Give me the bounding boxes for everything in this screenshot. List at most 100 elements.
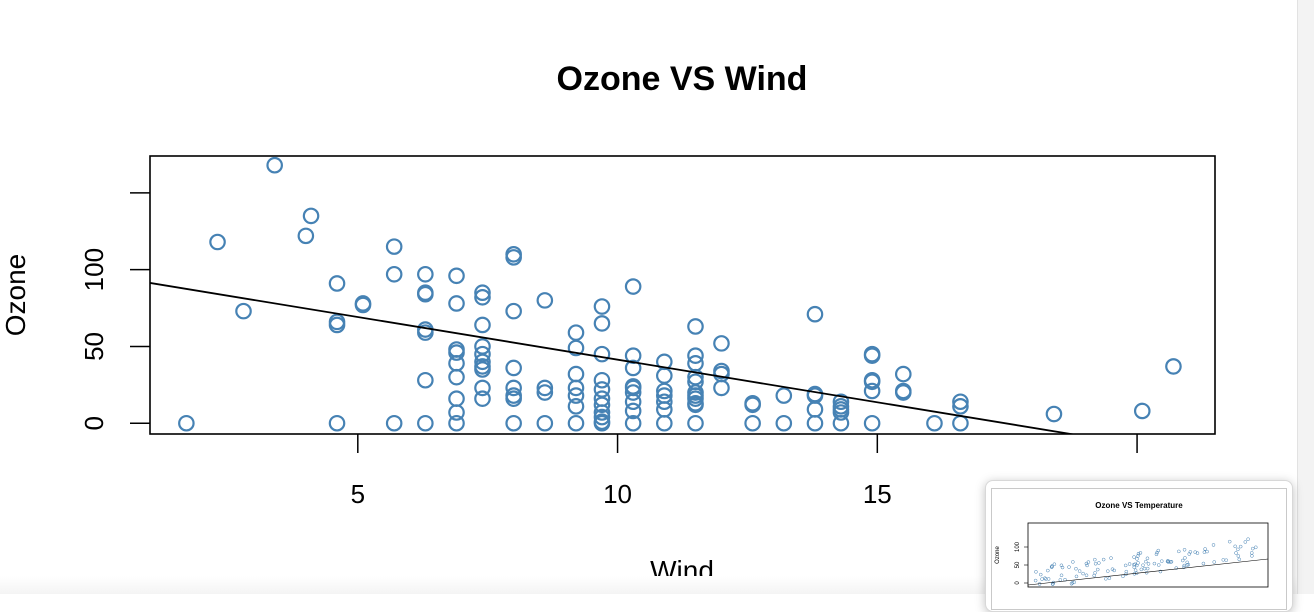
data-point (624, 393, 642, 411)
thumbnail-point (1145, 556, 1150, 561)
thumbnail-point (1205, 549, 1209, 554)
data-point (832, 393, 850, 411)
data-point (385, 265, 403, 283)
data-point (593, 404, 611, 421)
data-point (235, 302, 252, 320)
data-point (624, 414, 642, 432)
data-point (266, 156, 283, 174)
thumbnail-point (1141, 563, 1145, 567)
data-point (863, 347, 881, 364)
thumbnail-point (1180, 558, 1185, 563)
data-point (952, 398, 969, 415)
thumbnail-point (1243, 540, 1248, 544)
scrollbar-track[interactable] (1297, 0, 1314, 594)
data-point (863, 382, 881, 400)
thumbnail-point (1135, 557, 1139, 561)
data-point (1045, 405, 1063, 423)
thumbnail-point (1044, 577, 1048, 581)
data-point (385, 414, 403, 432)
thumbnail-point (1142, 566, 1147, 571)
data-point (448, 368, 465, 386)
thumbnail-point (1174, 566, 1179, 570)
thumbnail-point (1236, 547, 1240, 552)
data-point (806, 414, 824, 432)
thumbnail-point (1250, 554, 1254, 558)
thumbnail-point (1224, 558, 1229, 562)
data-points (178, 156, 1182, 432)
thumbnail-point (1109, 556, 1113, 560)
thumbnail-point (1254, 545, 1258, 550)
data-point (474, 379, 491, 397)
thumbnail-point (1182, 563, 1186, 568)
data-point (894, 365, 912, 383)
data-point (806, 305, 824, 323)
thumbnail-point (1144, 559, 1148, 564)
thumbnail-point (1233, 544, 1237, 549)
data-point (775, 414, 793, 432)
data-point (593, 414, 611, 432)
data-point (417, 324, 434, 341)
thumbnail-point (1251, 546, 1255, 551)
thumbnail-point (1070, 581, 1075, 585)
data-point (536, 379, 554, 397)
data-point (593, 408, 611, 426)
thumbnail-y-tick-label: 100 (1015, 541, 1021, 552)
thumbnail-point (1158, 569, 1163, 574)
thumbnail-point (1145, 566, 1150, 571)
thumbnail-point (1069, 581, 1074, 586)
thumbnail-point (1040, 577, 1044, 581)
data-point (593, 315, 611, 332)
thumbnail-point (1077, 569, 1082, 573)
thumbnail-point (1038, 572, 1043, 577)
thumbnail-point (1046, 577, 1051, 581)
data-point (567, 414, 585, 432)
data-point (505, 359, 522, 377)
plot-frame (149, 155, 1216, 435)
thumbnail-preview[interactable]: Ozone VS Temperature Ozone 0 50 100 (985, 480, 1293, 612)
data-point (448, 267, 465, 285)
data-point (178, 414, 195, 432)
data-point (448, 355, 465, 372)
data-point (417, 265, 434, 283)
data-point (1133, 402, 1151, 420)
thumbnail-frame-box (1027, 522, 1269, 588)
thumbnail-point (1107, 576, 1112, 580)
data-point (567, 324, 585, 341)
thumbnail-point (1132, 555, 1136, 559)
thumbnail-point (1034, 570, 1038, 574)
thumbnail-point (1183, 556, 1187, 560)
thumbnail-point (1246, 537, 1250, 541)
data-point (687, 390, 704, 407)
x-tick-label: 15 (863, 479, 892, 509)
thumbnail-point (1084, 561, 1089, 566)
data-point (474, 316, 491, 334)
thumbnail-point (1188, 550, 1193, 554)
thumbnail-point (1146, 562, 1151, 566)
thumbnail-point (1085, 563, 1089, 568)
thumbnail-point (1074, 566, 1078, 571)
y-tick-label: 50 (79, 332, 109, 361)
thumbnail-point (1201, 561, 1206, 566)
data-point (567, 398, 585, 415)
thumbnail-point (1046, 568, 1050, 573)
thumbnail-point (1193, 550, 1197, 554)
thumbnail-frame: Ozone VS Temperature Ozone 0 50 100 (991, 488, 1287, 610)
thumbnail-point (1074, 574, 1079, 579)
regression-line-group (150, 282, 1077, 434)
thumbnail-point (1211, 543, 1216, 547)
thumbnail-y-tick-label: 0 (1015, 581, 1021, 585)
data-point (624, 278, 642, 295)
thumbnail-point (1136, 554, 1140, 558)
thumbnail-point (1059, 573, 1064, 578)
thumbnail-y-tick-label: 50 (1015, 561, 1021, 568)
thumbnail-point (1156, 548, 1161, 553)
data-point (567, 379, 585, 397)
data-point (328, 316, 346, 334)
data-point (863, 373, 881, 391)
thumbnail-point (1195, 551, 1200, 555)
thumbnail-point (1133, 568, 1138, 572)
thumbnail-point (1203, 547, 1207, 551)
thumbnail-title: Ozone VS Temperature (1095, 501, 1183, 510)
data-point (926, 414, 943, 432)
thumbnail-point (1227, 539, 1232, 544)
